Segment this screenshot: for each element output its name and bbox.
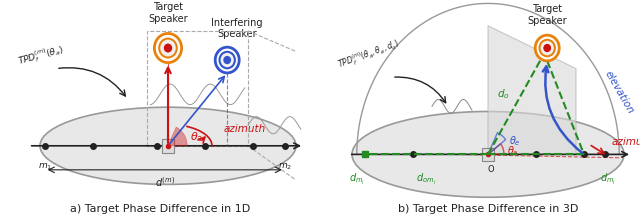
Text: TPD$_f^{(m)}(\theta_a)$: TPD$_f^{(m)}(\theta_a)$ bbox=[16, 41, 65, 68]
Text: Target
Speaker: Target Speaker bbox=[148, 2, 188, 24]
Circle shape bbox=[159, 39, 177, 58]
Text: azimuth: azimuth bbox=[224, 124, 266, 134]
Text: elevation: elevation bbox=[604, 69, 636, 116]
Text: $\theta_a$: $\theta_a$ bbox=[507, 144, 519, 158]
Wedge shape bbox=[168, 127, 187, 146]
Ellipse shape bbox=[40, 107, 296, 184]
Text: azimuth: azimuth bbox=[611, 137, 640, 147]
Text: TPD$_f^{(m)}(\theta_a, \theta_e, d_o)$: TPD$_f^{(m)}(\theta_a, \theta_e, d_o)$ bbox=[336, 37, 402, 73]
Text: $d^{(m)}$: $d^{(m)}$ bbox=[155, 175, 175, 189]
Circle shape bbox=[224, 57, 230, 64]
Text: $\theta_e$: $\theta_e$ bbox=[509, 134, 520, 148]
Text: b) Target Phase Difference in 3D: b) Target Phase Difference in 3D bbox=[398, 204, 578, 215]
Text: Interfering
Speaker: Interfering Speaker bbox=[211, 18, 262, 39]
Text: O: O bbox=[488, 165, 495, 174]
Circle shape bbox=[535, 35, 559, 61]
Circle shape bbox=[164, 44, 172, 52]
Text: $d_o$: $d_o$ bbox=[497, 87, 509, 101]
Circle shape bbox=[154, 33, 182, 63]
Text: Target
Speaker: Target Speaker bbox=[527, 4, 567, 26]
Text: $d_{om_i}$: $d_{om_i}$ bbox=[416, 171, 436, 187]
Text: $d_{m_i}$: $d_{m_i}$ bbox=[600, 171, 616, 187]
Bar bbox=[482, 148, 495, 161]
Text: $\theta_a$: $\theta_a$ bbox=[191, 130, 204, 144]
Bar bbox=[161, 139, 174, 153]
Circle shape bbox=[540, 40, 555, 56]
Text: $d_{m_i}$: $d_{m_i}$ bbox=[349, 171, 365, 187]
Ellipse shape bbox=[352, 112, 624, 197]
Polygon shape bbox=[488, 26, 576, 154]
Text: $m_1$: $m_1$ bbox=[38, 161, 52, 172]
Circle shape bbox=[220, 52, 235, 68]
Text: a) Target Phase Difference in 1D: a) Target Phase Difference in 1D bbox=[70, 204, 250, 215]
Circle shape bbox=[544, 45, 550, 52]
Circle shape bbox=[215, 47, 239, 73]
Text: $m_2$: $m_2$ bbox=[278, 161, 292, 172]
